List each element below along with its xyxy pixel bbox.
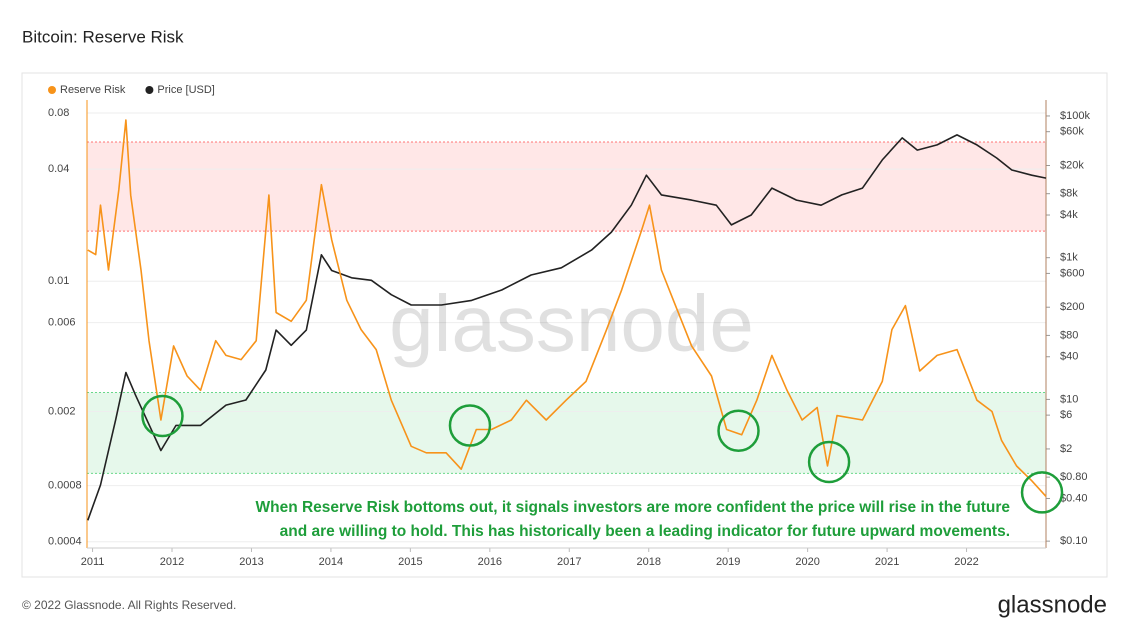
y2-tick-label: $600 — [1060, 267, 1084, 279]
chart-title: Bitcoin: Reserve Risk — [22, 27, 184, 46]
y2-tick-label: $200 — [1060, 301, 1084, 313]
y2-tick-label: $0.10 — [1060, 535, 1088, 547]
y2-tick-label: $0.80 — [1060, 471, 1088, 483]
highlight-circle — [717, 409, 760, 453]
y-tick-label: 0.01 — [48, 275, 69, 287]
legend-swatch — [145, 86, 154, 94]
series-line — [87, 119, 1047, 497]
y2-tick-label: $80 — [1060, 329, 1078, 341]
highlight-circle — [448, 404, 492, 447]
y2-tick-label: $6 — [1060, 409, 1072, 421]
footer: © 2022 Glassnode. All Rights Reserved. — [22, 598, 236, 612]
y2-tick-label: $10 — [1060, 393, 1078, 405]
y2-tick-label: $20k — [1060, 159, 1084, 171]
series-line — [87, 134, 1047, 521]
y2-tick-label: $60k — [1060, 126, 1084, 138]
annotation: and are willing to hold. This has histor… — [280, 523, 1010, 540]
annotation: When Reserve Risk bottoms out, it signal… — [256, 499, 1011, 516]
highlight-circle — [141, 394, 184, 438]
panel — [21, 72, 1108, 578]
x-tick-label: 2018 — [636, 556, 660, 568]
y-tick-label: 0.006 — [48, 317, 76, 329]
x-tick-label: 2012 — [160, 556, 184, 568]
y2-tick-label: $40 — [1060, 351, 1078, 363]
y2-tick-label: $0.40 — [1060, 492, 1088, 504]
x-tick-label: 2022 — [954, 556, 978, 568]
y2-tick-label: $2 — [1060, 443, 1072, 455]
highlight-circle — [807, 440, 851, 484]
x-tick-label: 2015 — [398, 556, 422, 568]
y-tick-label: 0.0008 — [48, 480, 82, 492]
legend-label: Reserve Risk — [60, 84, 126, 96]
x-tick-label: 2016 — [478, 556, 502, 568]
logo: glassnode — [998, 591, 1107, 618]
watermark: glassnode — [389, 279, 754, 368]
y-tick-label: 0.04 — [48, 163, 69, 175]
x-tick-label: 2019 — [716, 556, 740, 568]
legend-label: Price [USD] — [157, 84, 214, 96]
x-tick-label: 2011 — [81, 556, 105, 568]
x-tick-label: 2021 — [875, 556, 899, 568]
band — [87, 142, 1046, 232]
x-tick-label: 2013 — [239, 556, 263, 568]
y-tick-label: 0.08 — [48, 107, 69, 119]
highlight-circle — [1020, 471, 1064, 514]
x-tick-label: 2017 — [557, 556, 581, 568]
x-tick-label: 2014 — [319, 556, 343, 568]
y2-tick-label: $4k — [1060, 209, 1078, 221]
y2-tick-label: $1k — [1060, 252, 1078, 264]
band — [87, 392, 1046, 474]
y-tick-label: 0.0004 — [48, 536, 82, 548]
y-tick-label: 0.002 — [48, 405, 76, 417]
y2-tick-label: $100k — [1060, 110, 1090, 122]
legend-swatch — [48, 86, 56, 94]
x-tick-label: 2020 — [795, 556, 819, 568]
y2-tick-label: $8k — [1060, 188, 1078, 200]
